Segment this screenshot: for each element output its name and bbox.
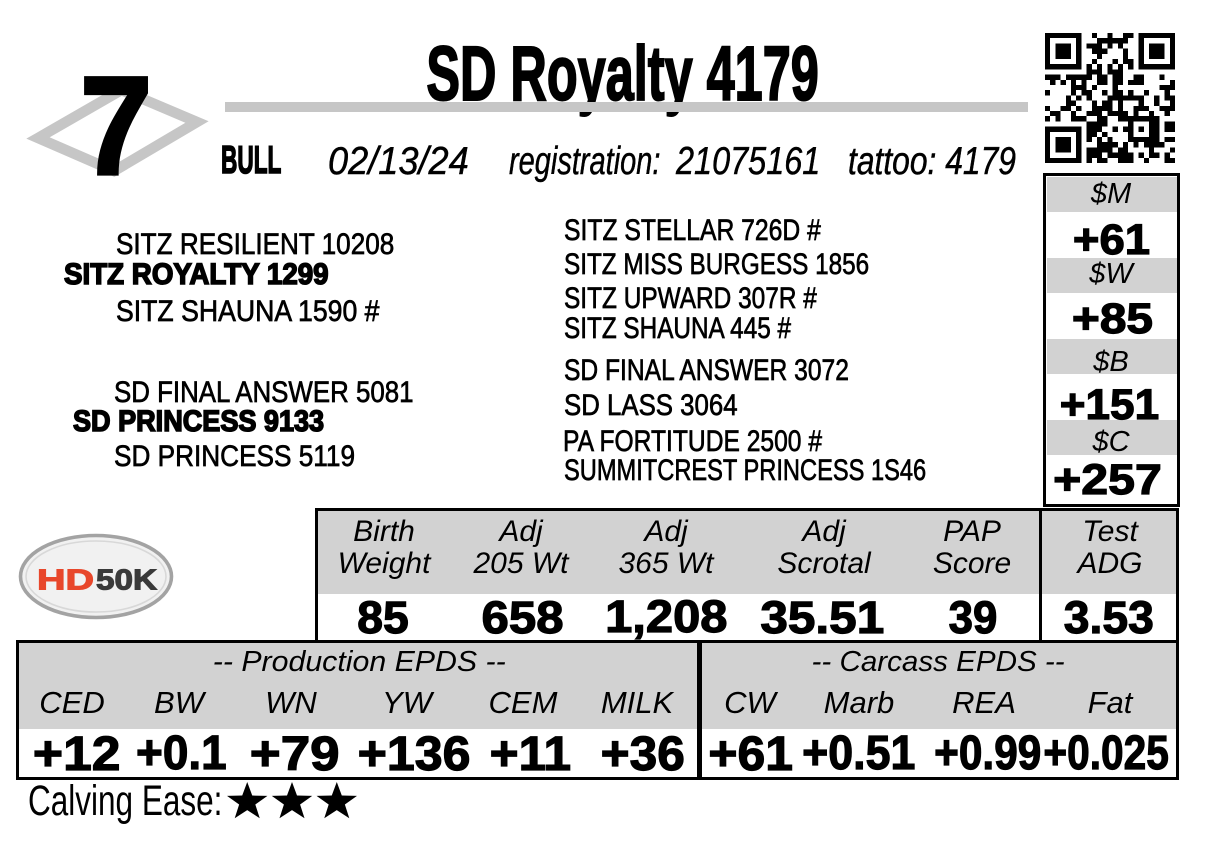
svg-text:50K: 50K [96, 565, 157, 597]
svg-text:HD: HD [37, 565, 94, 597]
